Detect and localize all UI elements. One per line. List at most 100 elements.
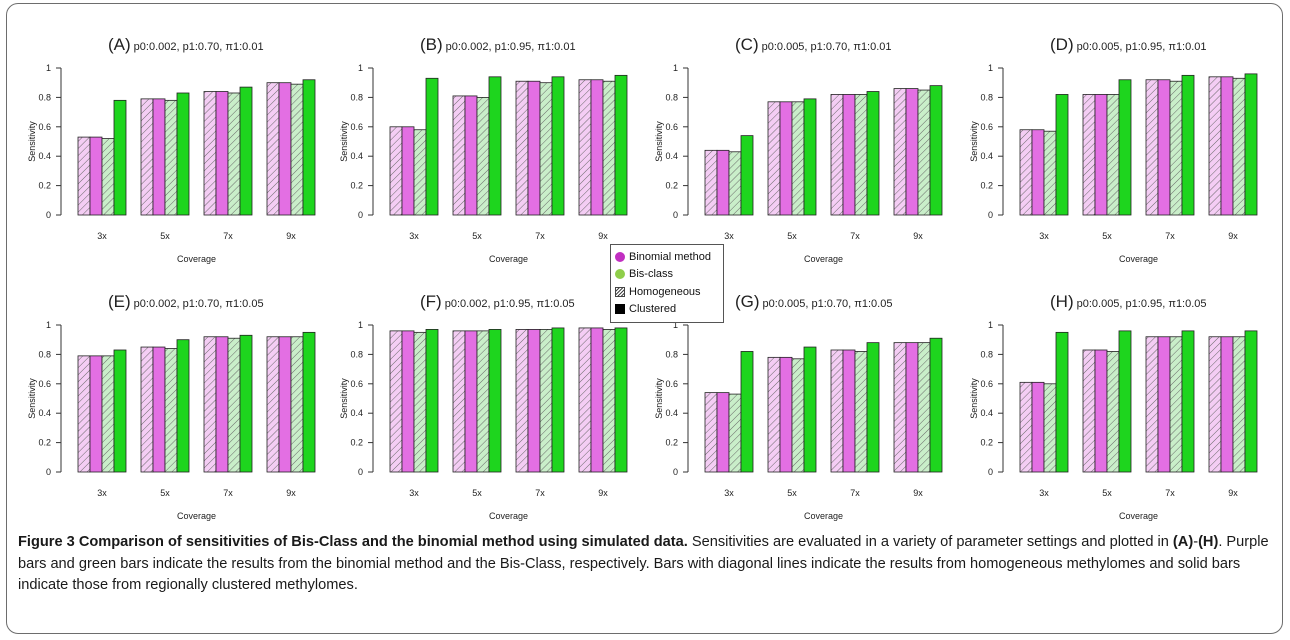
bar: [1232, 336, 1246, 473]
y-tick-label: 0: [988, 467, 993, 477]
bar: [527, 80, 541, 216]
bar: [854, 351, 868, 473]
y-tick-label: 0: [358, 467, 363, 477]
bar: [77, 136, 91, 216]
y-axis-label: Sensitivity: [969, 378, 979, 419]
bar: [728, 393, 742, 473]
y-tick-label: 0.8: [350, 92, 363, 102]
y-tick-label: 0.6: [350, 379, 363, 389]
y-tick-label: 0: [46, 467, 51, 477]
bar: [239, 86, 253, 216]
y-tick-label: 0.8: [38, 92, 51, 102]
bar: [113, 99, 127, 216]
x-tick-label: 7x: [1165, 231, 1175, 241]
bar: [1169, 80, 1183, 216]
x-axis-label: Coverage: [177, 254, 216, 264]
bar: [176, 339, 190, 473]
bar: [290, 83, 304, 216]
x-tick-label: 3x: [724, 488, 734, 498]
bar: [791, 358, 805, 473]
x-tick-label: 9x: [286, 488, 296, 498]
y-tick-label: 0.8: [665, 349, 678, 359]
bar: [854, 94, 868, 216]
y-tick-label: 1: [46, 63, 51, 73]
panel-label: (F): [420, 292, 442, 311]
bar: [1031, 381, 1045, 473]
y-tick-label: 0.8: [980, 92, 993, 102]
bar: [1082, 349, 1096, 473]
bar: [590, 327, 604, 473]
bar: [578, 327, 592, 473]
bar: [1118, 79, 1132, 216]
chart-panel-g: (G) p0:0.005, p1:0.70, π1:0.05 0 0.2 0.4 0.6 0…: [654, 292, 943, 521]
bar: [1157, 79, 1171, 216]
x-tick-label: 9x: [913, 488, 923, 498]
bar: [476, 97, 490, 216]
y-tick-label: 0: [46, 210, 51, 220]
panel-label: (A): [108, 35, 131, 54]
bar: [830, 349, 844, 473]
legend-item-clustered: Clustered: [615, 301, 719, 319]
y-tick-label: 1: [988, 63, 993, 73]
y-axis-label: Sensitivity: [27, 121, 37, 162]
y-tick-label: 0.2: [38, 438, 51, 448]
bar: [203, 91, 217, 216]
x-tick-label: 5x: [160, 231, 170, 241]
bar: [602, 80, 616, 216]
y-tick-label: 0.4: [980, 408, 993, 418]
x-tick-label: 7x: [850, 231, 860, 241]
bar: [704, 392, 718, 473]
bar: [140, 98, 154, 216]
y-tick-label: 1: [673, 63, 678, 73]
bar: [893, 88, 907, 216]
panel-title: (D) p0:0.005, p1:0.95, π1:0.01: [1050, 35, 1207, 54]
y-tick-label: 0.6: [38, 122, 51, 132]
bar: [866, 91, 880, 216]
bar: [1019, 129, 1033, 216]
x-tick-label: 3x: [97, 231, 107, 241]
bar: [1244, 330, 1258, 473]
chart-panel-d: (D) p0:0.005, p1:0.95, π1:0.01 0 0.2 0.4 0.6 0…: [969, 35, 1258, 264]
panel-label: (G): [735, 292, 760, 311]
legend: Binomial method Bis-class Homogeneous Cl…: [610, 244, 724, 323]
bar: [1118, 330, 1132, 473]
bar: [176, 92, 190, 216]
bar: [488, 329, 502, 473]
bar: [1208, 336, 1222, 473]
y-tick-label: 0.2: [38, 181, 51, 191]
caption-title: Figure 3 Comparison of sensitivities of …: [18, 534, 688, 550]
bar: [401, 330, 415, 473]
bar: [266, 82, 280, 216]
bar: [551, 327, 565, 473]
x-tick-label: 3x: [409, 488, 419, 498]
bar: [1169, 336, 1183, 473]
bar: [302, 331, 316, 473]
bar: [1082, 94, 1096, 216]
x-tick-label: 3x: [1039, 488, 1049, 498]
bar: [791, 101, 805, 216]
panel-title: (G) p0:0.005, p1:0.70, π1:0.05: [735, 292, 892, 311]
y-axis-label: Sensitivity: [654, 121, 664, 162]
bar: [905, 88, 919, 216]
bar: [152, 98, 166, 216]
bar: [1145, 79, 1159, 216]
bar: [602, 329, 616, 473]
y-tick-label: 0.4: [350, 151, 363, 161]
y-tick-label: 0.6: [665, 122, 678, 132]
bar: [389, 330, 403, 473]
bar: [389, 126, 403, 216]
bar: [140, 346, 154, 473]
chart-panel-e: (E) p0:0.002, p1:0.70, π1:0.05 0 0.2 0.4 0.6 0…: [27, 292, 316, 521]
bar: [164, 348, 178, 473]
bar: [1106, 94, 1120, 216]
bar: [77, 355, 91, 473]
bar: [515, 80, 529, 216]
panel-label: (B): [420, 35, 443, 54]
panel-title: (F) p0:0.002, p1:0.95, π1:0.05: [420, 292, 575, 311]
x-tick-label: 9x: [598, 231, 608, 241]
legend-label: Clustered: [629, 303, 677, 316]
figure-caption: Figure 3 Comparison of sensitivities of …: [18, 532, 1270, 597]
chart-panel-f: (F) p0:0.002, p1:0.95, π1:0.05 0 0.2 0.4 0.6 0…: [339, 292, 628, 521]
bar: [215, 336, 229, 473]
bar: [464, 95, 478, 216]
